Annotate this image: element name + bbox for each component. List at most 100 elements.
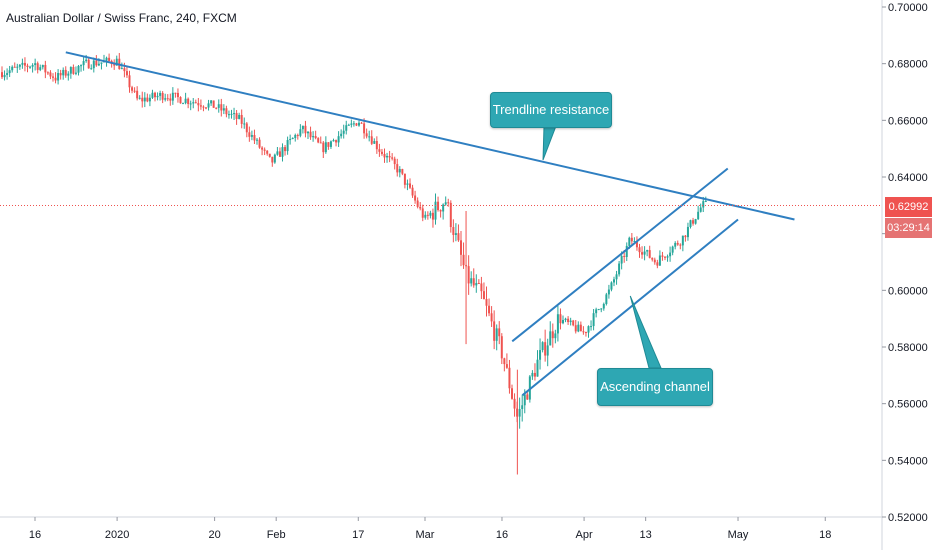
candle-body [271,156,274,163]
candle-body [105,57,108,61]
candle-body [329,141,332,147]
candle-body [286,140,289,152]
candle-body [669,252,672,257]
candle-body [335,140,338,143]
candle-body [222,108,225,111]
candle-body [67,73,70,76]
candle-body [498,328,501,337]
candle-body [332,140,335,142]
candle-body [661,255,664,257]
price-tick-label: 0.66000 [888,115,928,127]
candle-body [401,169,404,174]
price-tick-label: 0.68000 [888,59,928,71]
candle-body [197,103,200,106]
candle-body [92,60,95,69]
candle-body [23,62,26,66]
candle-body [554,333,557,339]
trendline[interactable] [65,51,795,221]
candle-body [676,242,679,245]
candle-body [398,169,401,173]
candle-body [18,64,21,67]
candle-body [301,125,304,130]
candle-body [294,134,297,138]
candle-body [482,291,485,299]
candle-body [439,210,442,212]
candle-body [309,131,312,138]
candle-body [21,62,24,65]
candle-body [533,372,536,377]
candle-body [13,66,16,68]
candle-body [699,207,702,212]
candle-body [505,364,508,368]
candle-body [460,240,462,255]
candle-body [684,235,687,238]
candle-body [567,318,570,323]
candle-body [159,92,162,96]
candle-body [386,155,389,158]
candle-body [74,72,77,74]
candle-body [587,326,590,333]
candle-body [289,138,292,141]
candle-body [276,151,279,155]
candle-body [444,202,447,205]
candle-body [69,67,72,74]
candle-body [273,154,276,163]
candle-body [296,134,299,136]
price-tick-label: 0.60000 [888,285,928,297]
candle-body [370,136,373,144]
candle-body [253,135,256,141]
price-tick-label: 0.58000 [888,342,928,354]
candle-body [347,124,350,126]
candle-body [620,256,623,264]
annotation-trendline-resistance[interactable]: Trendline resistance [490,92,612,128]
candle-body [541,342,544,351]
candle-body [64,69,67,76]
candles [1,53,707,475]
candle-body [475,283,478,286]
candle-body [480,283,483,292]
candle-body [559,314,562,324]
candle-body [54,77,57,81]
candle-body [100,62,103,64]
candle-body [539,350,542,360]
candle-body [434,201,437,220]
candle-body [26,65,29,68]
candle-body [210,100,213,104]
candle-body [304,125,307,134]
price-axis[interactable]: 0.700000.680000.660000.640000.620000.600… [881,0,928,550]
candle-body [324,142,327,153]
candle-body [697,211,700,220]
candle-body [409,183,411,188]
candle-body [319,142,322,144]
candle-body [233,113,236,115]
candle-body [500,336,503,359]
candle-body [607,289,610,295]
trendline[interactable] [511,167,729,343]
candle-body [686,226,689,238]
candle-body [523,394,526,406]
candle-body [192,102,195,104]
candle-body [154,92,156,98]
candle-body [592,313,595,327]
candle-body [212,100,215,108]
candle-body [485,298,488,306]
trendline[interactable] [521,218,739,396]
candle-body [602,303,605,309]
time-axis[interactable]: 16 2020 20 Feb 17 Mar 16 Apr 13 May 18 [0,516,882,541]
time-tick-label: 13 [640,529,652,541]
candle-body [82,61,85,66]
candle-body [623,256,626,258]
candle-body [391,157,394,159]
candle-body [317,138,320,143]
candle-body [393,158,396,165]
candle-body [95,60,98,66]
candle-body [87,59,90,69]
candle-body [148,97,151,102]
candle-body [143,97,146,102]
candle-body [569,320,572,323]
candle-body [179,97,182,104]
candle-body [340,133,343,137]
candle-body [327,142,330,147]
annotation-ascending-channel[interactable]: Ascending channel [597,368,713,406]
